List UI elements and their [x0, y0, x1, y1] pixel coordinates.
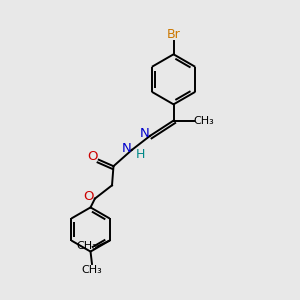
Text: Br: Br: [167, 28, 180, 41]
Text: H: H: [136, 148, 145, 161]
Text: O: O: [87, 150, 98, 163]
Text: CH₃: CH₃: [76, 242, 97, 251]
Text: N: N: [140, 127, 150, 140]
Text: CH₃: CH₃: [82, 266, 102, 275]
Text: O: O: [83, 190, 94, 203]
Text: CH₃: CH₃: [193, 116, 214, 126]
Text: N: N: [122, 142, 131, 155]
